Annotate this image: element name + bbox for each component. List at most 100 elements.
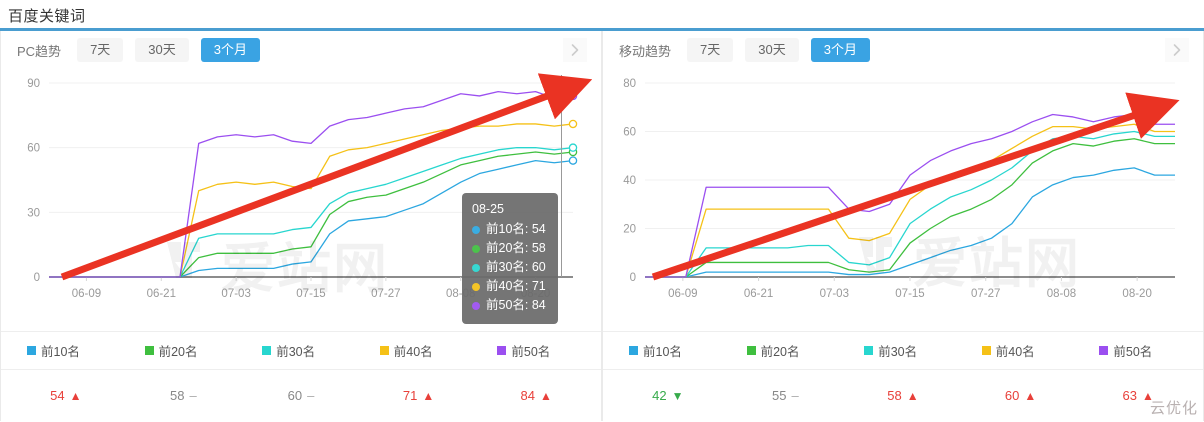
tab-mobile-7days[interactable]: 7天 [687, 38, 734, 62]
panel-header-mobile: 移动趋势 7天 30天 3个月 [603, 31, 1203, 69]
chevron-right-icon[interactable] [1165, 38, 1189, 62]
panels-container: PC趋势 7天 30天 3个月 爱站网 0 30 60 90 06-09 06-21 07-… [0, 28, 1204, 421]
tooltip-row: 前20名: 58 [472, 239, 548, 258]
legend-swatch-icon [629, 346, 638, 355]
legend-mobile: 前10名 前20名 前30名 前40名 前50名 [603, 331, 1203, 369]
legend-label: 前30名 [276, 345, 316, 359]
pc-crosshair [561, 75, 562, 277]
svg-text:0: 0 [34, 272, 40, 284]
flat-dash-icon: – [791, 388, 799, 403]
svg-text:07-03: 07-03 [820, 288, 849, 300]
legend-item-top50[interactable]: 前50名 [477, 341, 595, 360]
legend-label: 前10名 [643, 345, 682, 359]
value-number: 54 [50, 388, 65, 403]
value-cell-top20: 58– [125, 388, 243, 403]
arrow-up-icon: ▲ [1024, 388, 1037, 403]
legend-item-top50[interactable]: 前50名 [1079, 341, 1197, 360]
legend-item-top30[interactable]: 前30名 [242, 341, 360, 360]
svg-text:06-21: 06-21 [147, 288, 176, 300]
svg-text:40: 40 [623, 175, 636, 187]
legend-item-top20[interactable]: 前20名 [125, 341, 243, 360]
legend-label: 前50名 [511, 345, 551, 359]
tooltip-dot-icon [472, 301, 480, 310]
value-number: 71 [402, 388, 418, 403]
tooltip-row: 前40名: 71 [472, 277, 548, 296]
arrow-up-icon: ▲ [1141, 388, 1154, 403]
value-cell-top30: 58 ▲ [844, 388, 962, 403]
panel-label-mobile: 移动趋势 [619, 43, 672, 59]
value-cell-top30: 60– [242, 388, 360, 403]
tab-pc-7days[interactable]: 7天 [77, 38, 124, 62]
legend-swatch-icon [27, 346, 36, 355]
value-number: 60 [1004, 388, 1020, 403]
panel-pc-trend: PC趋势 7天 30天 3个月 爱站网 0 30 60 90 06-09 06-21 07-… [0, 31, 602, 421]
flat-dash-icon: – [189, 388, 197, 403]
svg-text:30: 30 [27, 207, 40, 219]
svg-text:0: 0 [630, 272, 636, 284]
tooltip-row-text: 前30名: 60 [486, 260, 546, 274]
mobile-chart-svg: 0 20 40 60 80 06-09 06-21 07-03 07-15 07-27 08-08 0… [623, 78, 1175, 300]
value-number: 60 [287, 388, 303, 403]
tooltip-row-text: 前10名: 54 [486, 222, 546, 236]
legend-label: 前20名 [760, 345, 800, 359]
arrow-up-icon: ▲ [422, 388, 435, 403]
legend-label: 前10名 [41, 345, 80, 359]
legend-swatch-icon [1099, 346, 1109, 355]
values-row-pc: 54 ▲ 58– 60– 71 ▲ 84 ▲ [1, 369, 601, 421]
svg-text:08-20: 08-20 [1122, 288, 1151, 300]
value-number: 42 [652, 388, 667, 403]
tooltip-row: 前10名: 54 [472, 220, 548, 239]
panel-label-pc: PC趋势 [17, 43, 62, 59]
legend-swatch-icon [379, 346, 389, 355]
svg-text:07-15: 07-15 [296, 288, 325, 300]
page-title: 百度关键词 [8, 8, 86, 25]
legend-item-top40[interactable]: 前40名 [360, 341, 478, 360]
legend-pc: 前10名 前20名 前30名 前40名 前50名 [1, 331, 601, 369]
tab-mobile-30days[interactable]: 30天 [745, 38, 799, 62]
chart-pc-trend[interactable]: 爱站网 0 30 60 90 06-09 06-21 07-03 07-15 07-27 08-0… [1, 69, 601, 331]
tooltip-date: 08-25 [472, 202, 504, 216]
svg-text:60: 60 [623, 127, 636, 139]
svg-text:07-03: 07-03 [221, 288, 250, 300]
value-number: 63 [1122, 388, 1137, 403]
svg-text:07-15: 07-15 [895, 288, 924, 300]
tab-pc-30days[interactable]: 30天 [135, 38, 189, 62]
chart-tooltip-pc: 08-25 前10名: 54 前20名: 58 前30名: 60 前40名: 7… [462, 193, 558, 324]
legend-swatch-icon [497, 346, 507, 355]
arrow-down-icon: ▼ [671, 388, 684, 403]
legend-swatch-icon [144, 346, 154, 355]
arrow-up-icon: ▲ [539, 388, 552, 403]
svg-text:08-08: 08-08 [1047, 288, 1076, 300]
legend-label: 前20名 [158, 345, 198, 359]
value-number: 55 [772, 388, 787, 403]
tooltip-row-text: 前50名: 84 [486, 298, 546, 312]
panel-mobile-trend: 移动趋势 7天 30天 3个月 爱站网 0 20 40 60 80 06-09 06-21 0… [602, 31, 1204, 421]
legend-item-top10[interactable]: 前10名 [7, 341, 125, 360]
chart-mobile-trend[interactable]: 爱站网 0 20 40 60 80 06-09 06-21 07-03 07-15 07-27 08… [603, 69, 1203, 331]
legend-item-top20[interactable]: 前20名 [727, 341, 845, 360]
value-cell-top20: 55– [727, 388, 845, 403]
legend-swatch-icon [746, 346, 756, 355]
tab-pc-3months[interactable]: 3个月 [200, 38, 260, 62]
legend-item-top10[interactable]: 前10名 [609, 341, 727, 360]
value-cell-top10: 42 ▼ [609, 388, 727, 403]
tab-mobile-3months[interactable]: 3个月 [810, 38, 870, 62]
legend-swatch-icon [262, 346, 272, 355]
value-cell-top40: 71 ▲ [360, 388, 478, 403]
svg-text:20: 20 [623, 224, 636, 236]
arrow-up-icon: ▲ [906, 388, 919, 403]
values-row-mobile: 42 ▼ 55– 58 ▲ 60 ▲ 63 ▲ [603, 369, 1203, 421]
tooltip-row: 前30名: 60 [472, 258, 548, 277]
svg-text:80: 80 [623, 78, 636, 90]
value-number: 58 [887, 388, 902, 403]
legend-label: 前40名 [393, 345, 433, 359]
svg-text:07-27: 07-27 [971, 288, 1000, 300]
chevron-right-icon[interactable] [563, 38, 587, 62]
svg-text:07-27: 07-27 [371, 288, 400, 300]
tooltip-row-text: 前20名: 58 [486, 241, 546, 255]
svg-text:06-21: 06-21 [744, 288, 773, 300]
legend-label: 前50名 [1113, 345, 1153, 359]
legend-swatch-icon [981, 346, 991, 355]
legend-item-top30[interactable]: 前30名 [844, 341, 962, 360]
legend-item-top40[interactable]: 前40名 [962, 341, 1080, 360]
